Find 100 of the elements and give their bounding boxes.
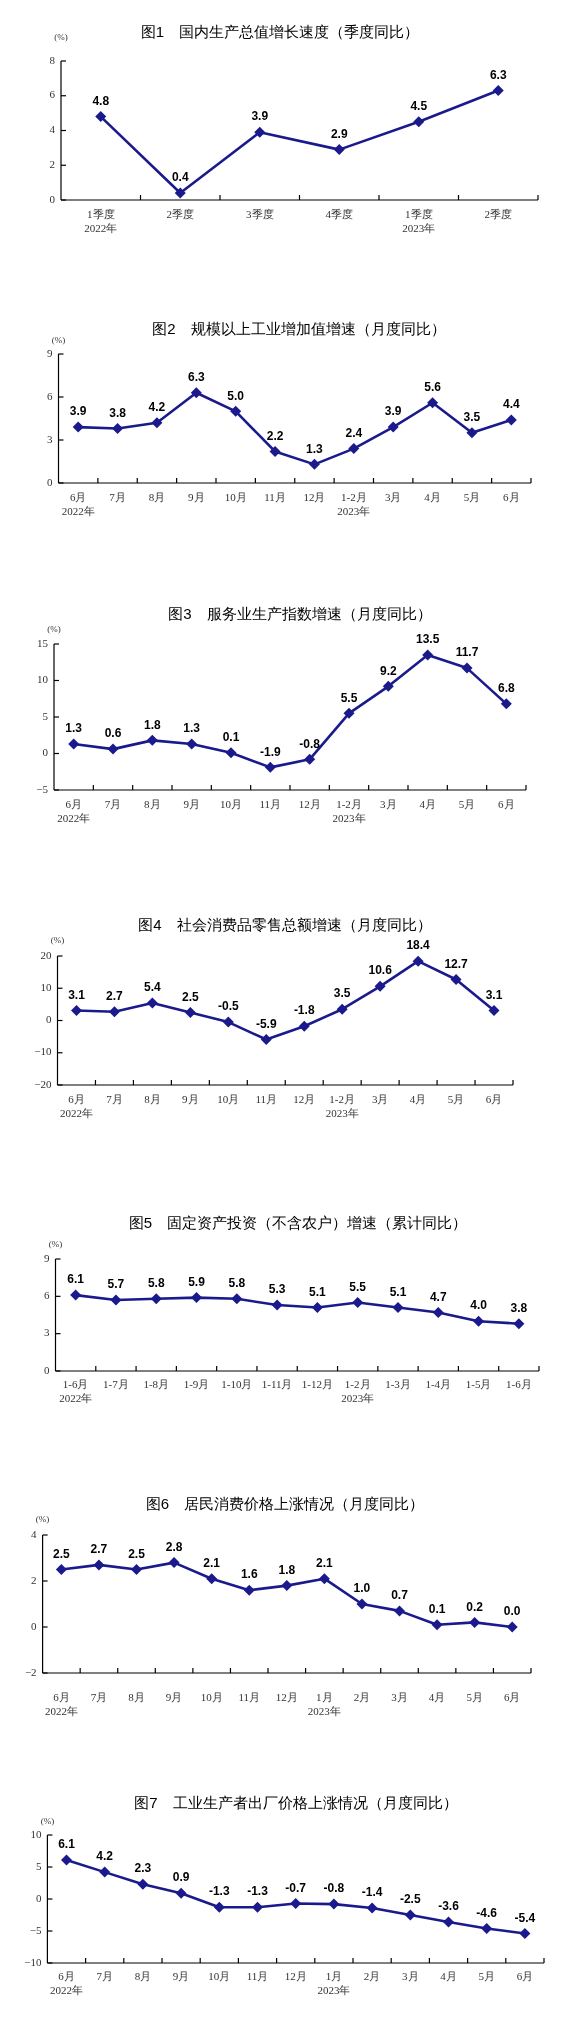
x-tick-label: 6月 [516, 1969, 534, 1982]
y-tick-label: 6 [44, 1288, 50, 1301]
y-tick-label: 2 [31, 1573, 37, 1586]
x-tick-label: 3月 [402, 1969, 419, 1982]
data-label: 6.1 [67, 1272, 84, 1287]
x-tick-label: 5月 [466, 1690, 483, 1703]
y-tick-label: 10 [30, 1827, 42, 1840]
x-tick-label: 6月 [503, 490, 520, 503]
data-label: 4.4 [502, 397, 520, 412]
data-label: 3.8 [109, 405, 126, 420]
data-label: -5.4 [514, 1910, 536, 1925]
y-tick-label: 5 [35, 1859, 42, 1872]
y-tick-label: 9 [47, 346, 53, 359]
x-tick-label: 6月 2022年 [44, 1690, 78, 1717]
data-label: 6.8 [498, 681, 515, 696]
data-label: 1.3 [65, 721, 82, 736]
x-tick-label: 4月 [424, 490, 441, 503]
y-tick-label: −5 [36, 782, 48, 795]
y-tick-label: 0 [49, 192, 55, 205]
data-label: 4.8 [92, 93, 110, 108]
data-label: -4.6 [476, 1905, 498, 1920]
data-label: 3.9 [69, 404, 87, 419]
x-tick-label: 12月 [275, 1690, 298, 1703]
data-label: 5.0 [227, 388, 245, 403]
data-label: -1.3 [247, 1884, 268, 1899]
x-tick-label: 6月 2022年 [61, 490, 95, 517]
x-tick-label: 1-8月 [143, 1377, 170, 1390]
data-label: -1.9 [260, 744, 281, 759]
title: 图6 居民消费价格上涨情况（月度同比） [145, 1494, 425, 1512]
data-label: -1.8 [293, 1003, 315, 1018]
data-label: 3.5 [333, 986, 351, 1001]
x-tick-label: 1-10月 [221, 1377, 253, 1390]
x-tick-label: 1-4月 [425, 1377, 452, 1390]
y-tick-label: 5 [42, 709, 48, 722]
data-label: 3.8 [510, 1300, 528, 1315]
data-label: 1.6 [240, 1567, 258, 1582]
data-label: 0.1 [222, 729, 240, 744]
data-label: 0.1 [428, 1601, 446, 1616]
title: 图4 社会消费品零售总额增速（月度同比） [138, 915, 432, 933]
title: 图1 国内生产总值增长速度（季度同比） [140, 22, 420, 40]
x-tick-label: 6月 2022年 [50, 1969, 83, 1996]
data-label: -2.5 [399, 1892, 421, 1907]
x-tick-label: 6月 2022年 [60, 1092, 93, 1119]
data-label: 6.3 [187, 369, 205, 384]
data-label: 2.4 [345, 425, 363, 440]
x-tick-label: 1季度 2022年 [84, 207, 118, 234]
x-tick-label: 1-2月 2023年 [337, 490, 371, 517]
x-tick-label: 1月 2023年 [317, 1969, 351, 1996]
data-label: 0.7 [391, 1588, 408, 1603]
data-label: 2.2 [266, 428, 284, 443]
x-tick-label: 1月 2023年 [307, 1690, 341, 1717]
x-tick-label: 8月 [144, 797, 161, 810]
y-tick-label: −10 [34, 1045, 52, 1058]
y-tick-label: 2 [49, 157, 55, 170]
data-label: 5.3 [268, 1282, 286, 1297]
x-tick-label: 4月 [440, 1969, 457, 1982]
x-tick-label: 1-5月 [465, 1377, 492, 1390]
title: 图7 工业生产者出厂价格上涨情况（月度同比） [134, 1793, 458, 1811]
data-label: 0.9 [172, 1870, 190, 1885]
data-label: 4.0 [470, 1298, 487, 1313]
x-tick-label: 6月 [503, 1690, 521, 1703]
y-tick-label: 9 [44, 1251, 50, 1264]
y-tick-label: 3 [44, 1326, 50, 1339]
x-tick-label: 11月 [238, 1690, 261, 1703]
data-label: 10.6 [368, 963, 392, 978]
x-tick-label: 1-6月 2022年 [59, 1377, 93, 1404]
data-label: 2.9 [330, 126, 348, 141]
data-label: 12.7 [444, 956, 468, 971]
x-tick-label: 11月 [246, 1969, 269, 1982]
x-tick-label: 2季度 [484, 207, 512, 220]
x-tick-label: 9月 [183, 797, 200, 810]
y-axis-title: (%) [35, 1514, 50, 1525]
title: 图5 固定资产投资（不含农户）增速（累计同比） [128, 1213, 468, 1231]
data-label: -5.9 [255, 1016, 277, 1031]
x-tick-label: 10月 [200, 1690, 223, 1703]
x-tick-label: 4季度 [325, 207, 353, 220]
data-label: 3.9 [251, 109, 269, 124]
y-axis-title: (%) [40, 1816, 55, 1827]
data-label: 2.1 [203, 1555, 220, 1570]
x-tick-label: 2月 [353, 1690, 371, 1703]
x-tick-label: 1-3月 [385, 1377, 411, 1390]
data-label: 5.8 [228, 1276, 246, 1290]
x-tick-label: 11月 [259, 797, 282, 810]
y-tick-label: 10 [40, 980, 52, 993]
data-label: 11.7 [455, 645, 479, 660]
x-tick-label: 5月 [478, 1969, 495, 1982]
x-tick-label: 6月 [498, 797, 515, 810]
data-label: 0.0 [503, 1604, 521, 1619]
data-label: 5.7 [107, 1277, 125, 1292]
data-label: 2.1 [316, 1555, 333, 1570]
x-tick-label: 4月 [419, 797, 436, 810]
y-tick-label: 6 [49, 88, 55, 101]
x-tick-label: 12月 [303, 490, 326, 503]
data-label: -0.8 [299, 736, 320, 751]
title: 图2 规模以上工业增加值增速（月度同比） [152, 319, 446, 337]
data-label: 2.8 [165, 1539, 183, 1554]
y-tick-label: −20 [34, 1077, 52, 1090]
x-tick-label: 12月 [293, 1092, 316, 1105]
x-tick-label: 7月 [104, 797, 122, 810]
x-tick-label: 3月 [391, 1690, 408, 1703]
